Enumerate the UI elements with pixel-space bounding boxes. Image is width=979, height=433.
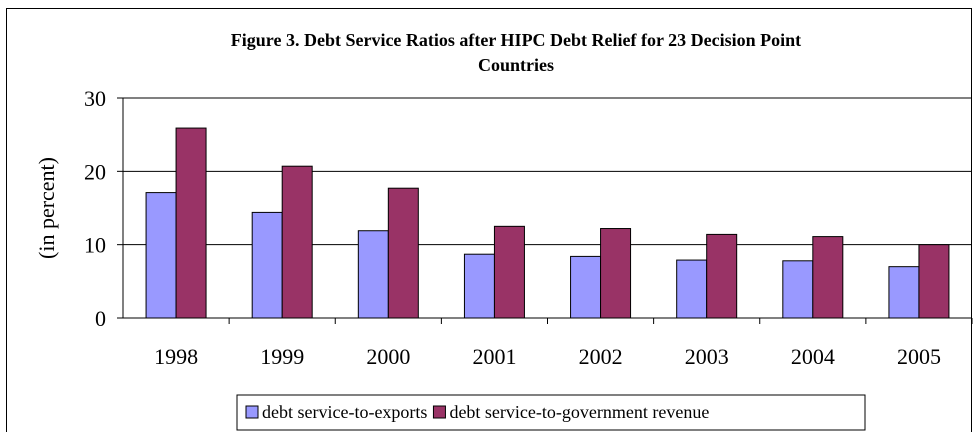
bar-exports — [251, 211, 283, 319]
legend-label: debt service-to-exports — [262, 402, 427, 422]
legend-swatch — [245, 405, 259, 419]
y-tick-label: 0 — [95, 306, 106, 331]
y-tick-label: 20 — [84, 159, 106, 184]
x-tick-label: 2004 — [791, 344, 835, 369]
bar-revenue — [387, 187, 419, 319]
y-tick-label: 30 — [84, 86, 106, 111]
x-tick-label: 1999 — [260, 344, 304, 369]
bar-revenue — [918, 244, 950, 319]
bar-revenue — [706, 233, 738, 319]
bar-exports — [888, 266, 920, 319]
axes — [117, 97, 973, 324]
x-tick-label: 1998 — [154, 344, 198, 369]
bar-exports — [782, 260, 814, 319]
chart-title-line1: Figure 3. Debt Service Ratios after HIPC… — [231, 30, 801, 50]
bar-exports — [357, 230, 389, 319]
x-tick-label: 2005 — [897, 344, 941, 369]
legend-label: debt service-to-government revenue — [449, 402, 709, 422]
chart-title-line2: Countries — [478, 55, 554, 75]
tick-labels: 0 10 20 30 1998 1999 2000 2001 2002 2003 2004 2005 — [84, 86, 941, 369]
x-tick-label: 2000 — [366, 344, 410, 369]
gridlines — [123, 97, 972, 246]
x-tick-label: 2003 — [685, 344, 729, 369]
bar-revenue — [175, 127, 207, 319]
y-tick-label: 10 — [84, 233, 106, 258]
legend: debt service-to-exports debt service-to-g… — [236, 394, 866, 431]
bars — [145, 127, 950, 319]
bar-exports — [145, 192, 177, 319]
bar-exports — [463, 253, 495, 319]
x-tick-label: 2002 — [579, 344, 623, 369]
bar-revenue — [600, 228, 632, 319]
bar-revenue — [281, 165, 313, 319]
bar-revenue — [812, 236, 844, 319]
bar-revenue — [493, 225, 525, 319]
y-axis-label: (in percent) — [34, 157, 59, 259]
bar-exports — [676, 259, 708, 319]
legend-swatch — [432, 405, 446, 419]
legend-box — [236, 394, 866, 431]
bar-exports — [570, 255, 602, 319]
x-tick-label: 2001 — [472, 344, 516, 369]
